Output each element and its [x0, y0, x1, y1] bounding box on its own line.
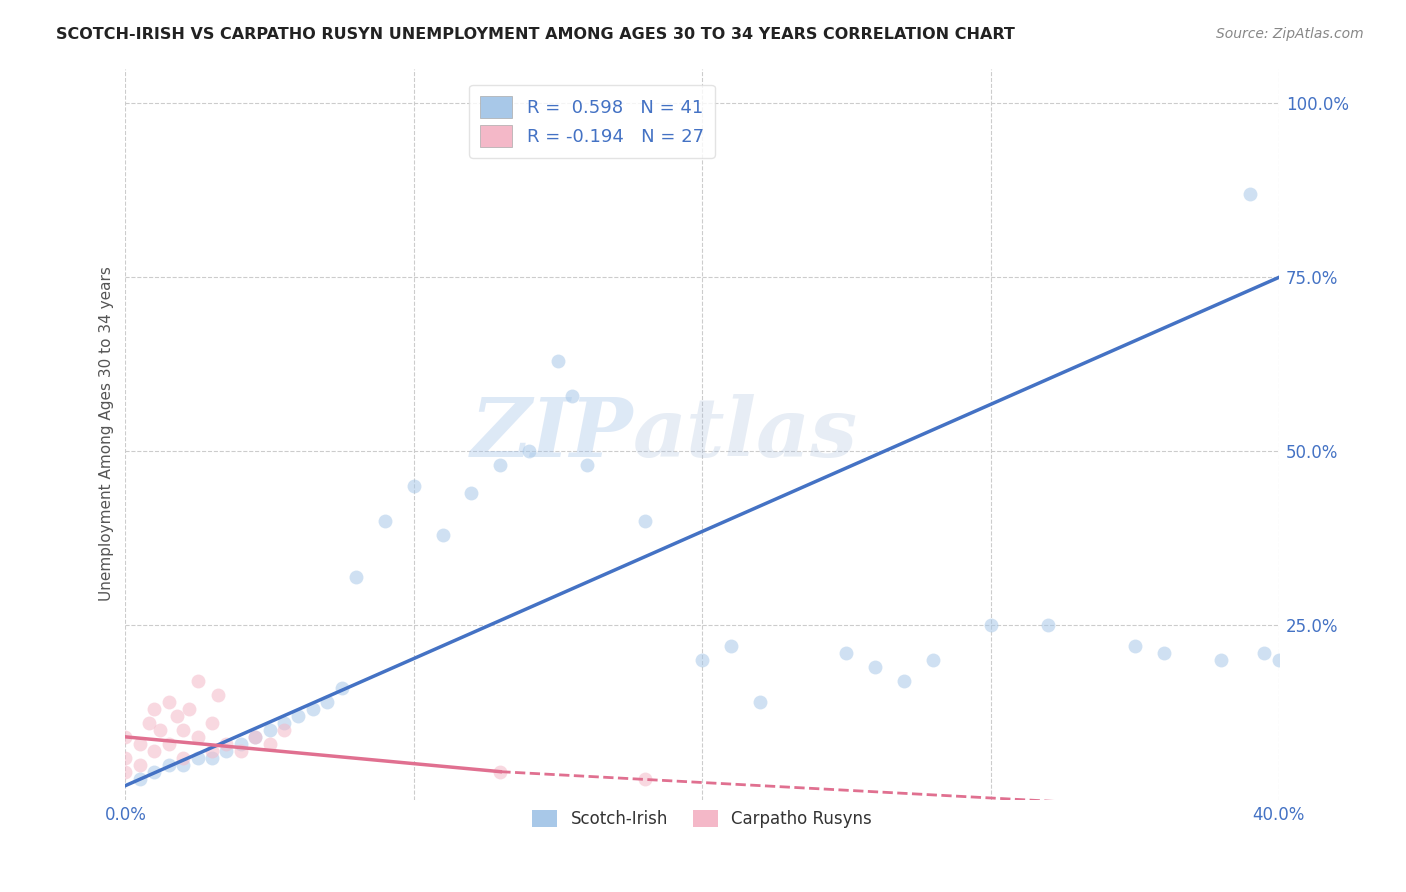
Point [330, 681, 353, 695]
Point [259, 737, 281, 751]
Point [460, 486, 482, 500]
Point [138, 715, 160, 730]
Point [1253, 646, 1275, 660]
Text: SCOTCH-IRISH VS CARPATHO RUSYN UNEMPLOYMENT AMONG AGES 30 TO 34 YEARS CORRELATIO: SCOTCH-IRISH VS CARPATHO RUSYN UNEMPLOYM… [56, 27, 1015, 42]
Y-axis label: Unemployment Among Ages 30 to 34 years: Unemployment Among Ages 30 to 34 years [100, 267, 114, 601]
Point [575, 458, 598, 473]
Point [517, 444, 540, 458]
Point [547, 354, 569, 368]
Point [720, 640, 742, 654]
Point [229, 737, 252, 751]
Point [215, 744, 238, 758]
Point [344, 570, 367, 584]
Point [245, 730, 267, 744]
Point [748, 695, 770, 709]
Point [177, 702, 200, 716]
Text: Source: ZipAtlas.com: Source: ZipAtlas.com [1216, 27, 1364, 41]
Point [166, 709, 188, 723]
Point [1211, 653, 1233, 667]
Point [245, 730, 267, 744]
Point [432, 528, 454, 542]
Point [1123, 640, 1146, 654]
Point [187, 730, 209, 744]
Point [143, 702, 166, 716]
Point [690, 653, 713, 667]
Text: atlas: atlas [633, 394, 858, 474]
Point [201, 715, 224, 730]
Point [172, 757, 194, 772]
Point [149, 723, 172, 737]
Point [273, 723, 295, 737]
Point [187, 750, 209, 764]
Point [287, 709, 309, 723]
Legend: Scotch-Irish, Carpatho Rusyns: Scotch-Irish, Carpatho Rusyns [526, 804, 879, 835]
Point [128, 757, 150, 772]
Point [172, 723, 194, 737]
Point [633, 772, 655, 786]
Point [374, 514, 396, 528]
Point [201, 744, 224, 758]
Point [316, 695, 339, 709]
Point [143, 744, 166, 758]
Point [402, 479, 425, 493]
Point [893, 674, 915, 689]
Point [561, 389, 583, 403]
Point [1038, 618, 1060, 632]
Point [979, 618, 1001, 632]
Point [633, 514, 655, 528]
Point [187, 674, 209, 689]
Point [128, 772, 150, 786]
Point [835, 646, 858, 660]
Point [207, 688, 229, 702]
Point [273, 715, 295, 730]
Text: ZIP: ZIP [471, 394, 633, 474]
Point [229, 744, 252, 758]
Point [1268, 653, 1291, 667]
Point [114, 730, 136, 744]
Point [114, 764, 136, 779]
Point [1239, 186, 1261, 201]
Point [143, 764, 166, 779]
Point [489, 458, 512, 473]
Point [114, 750, 136, 764]
Point [863, 660, 886, 674]
Point [201, 750, 224, 764]
Point [157, 737, 180, 751]
Point [921, 653, 943, 667]
Point [215, 737, 238, 751]
Point [489, 764, 512, 779]
Point [172, 750, 194, 764]
Point [128, 737, 150, 751]
Point [259, 723, 281, 737]
Point [157, 757, 180, 772]
Point [1153, 646, 1175, 660]
Point [302, 702, 325, 716]
Point [157, 695, 180, 709]
